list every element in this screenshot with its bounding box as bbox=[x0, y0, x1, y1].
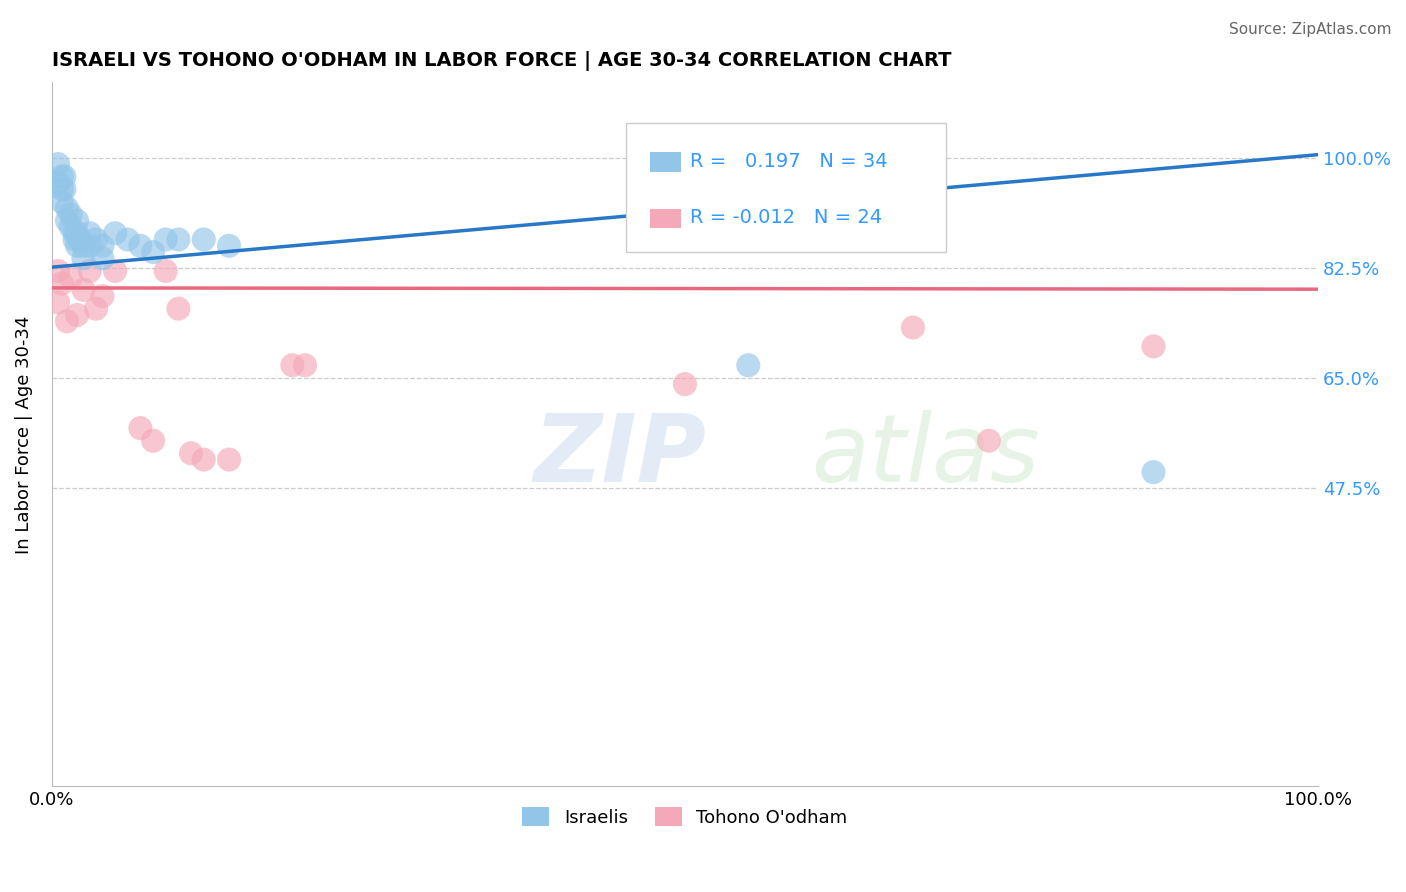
Point bbox=[737, 358, 759, 372]
Point bbox=[193, 452, 215, 467]
Text: atlas: atlas bbox=[811, 410, 1040, 501]
Point bbox=[142, 245, 165, 260]
Point bbox=[69, 233, 91, 247]
Point bbox=[72, 252, 94, 266]
Text: Source: ZipAtlas.com: Source: ZipAtlas.com bbox=[1229, 22, 1392, 37]
Point bbox=[63, 226, 86, 240]
Point bbox=[79, 239, 101, 253]
Point bbox=[79, 226, 101, 240]
Text: R =   0.197   N = 34: R = 0.197 N = 34 bbox=[690, 152, 887, 170]
Point bbox=[72, 239, 94, 253]
Point bbox=[59, 219, 82, 234]
Point bbox=[129, 421, 152, 435]
Y-axis label: In Labor Force | Age 30-34: In Labor Force | Age 30-34 bbox=[15, 315, 32, 554]
Text: ZIP: ZIP bbox=[533, 409, 706, 501]
Point bbox=[91, 239, 114, 253]
Point bbox=[167, 233, 190, 247]
Point bbox=[294, 358, 316, 372]
Point bbox=[142, 434, 165, 448]
Point bbox=[59, 270, 82, 285]
Point bbox=[281, 358, 304, 372]
Point bbox=[51, 277, 73, 291]
Point bbox=[51, 182, 73, 196]
Point bbox=[79, 264, 101, 278]
Point bbox=[129, 239, 152, 253]
Point bbox=[155, 233, 177, 247]
Point bbox=[66, 239, 89, 253]
Point bbox=[91, 289, 114, 303]
Point bbox=[72, 283, 94, 297]
Point bbox=[1142, 339, 1164, 353]
Point bbox=[977, 434, 1000, 448]
Point bbox=[117, 233, 139, 247]
Point bbox=[46, 157, 69, 171]
Point bbox=[84, 301, 107, 316]
Point bbox=[53, 169, 76, 184]
Point bbox=[155, 264, 177, 278]
Point bbox=[66, 226, 89, 240]
Point bbox=[46, 295, 69, 310]
Point bbox=[51, 169, 73, 184]
Point bbox=[84, 233, 107, 247]
Point bbox=[673, 377, 696, 392]
Point bbox=[180, 446, 202, 460]
Point bbox=[901, 320, 924, 334]
Point bbox=[46, 264, 69, 278]
Point bbox=[53, 182, 76, 196]
Point bbox=[66, 308, 89, 322]
Point bbox=[56, 314, 79, 328]
Point bbox=[63, 233, 86, 247]
Point bbox=[66, 213, 89, 227]
Point bbox=[56, 213, 79, 227]
Point bbox=[104, 264, 127, 278]
Point bbox=[193, 233, 215, 247]
Text: ISRAELI VS TOHONO O'ODHAM IN LABOR FORCE | AGE 30-34 CORRELATION CHART: ISRAELI VS TOHONO O'ODHAM IN LABOR FORCE… bbox=[52, 51, 952, 70]
Point bbox=[1142, 465, 1164, 479]
Point bbox=[59, 207, 82, 221]
Point bbox=[56, 201, 79, 215]
Text: R = -0.012   N = 24: R = -0.012 N = 24 bbox=[690, 209, 882, 227]
Point bbox=[218, 239, 240, 253]
Point bbox=[91, 252, 114, 266]
Point bbox=[46, 176, 69, 190]
Point bbox=[167, 301, 190, 316]
Legend: Israelis, Tohono O'odham: Israelis, Tohono O'odham bbox=[515, 800, 855, 834]
Point bbox=[51, 194, 73, 209]
Point bbox=[104, 226, 127, 240]
Point bbox=[218, 452, 240, 467]
